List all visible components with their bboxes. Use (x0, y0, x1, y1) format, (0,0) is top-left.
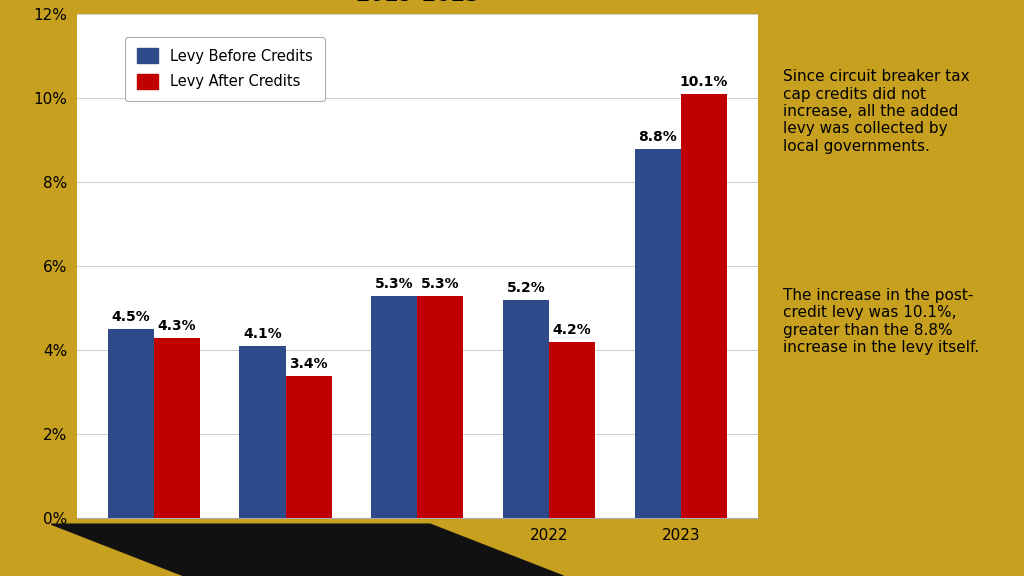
Text: 4.3%: 4.3% (158, 319, 197, 333)
Text: 10.1%: 10.1% (680, 75, 728, 89)
Text: 5.2%: 5.2% (507, 281, 546, 295)
Bar (240, 346, 286, 518)
Text: 8.8%: 8.8% (638, 130, 677, 144)
Bar (635, 149, 681, 518)
Bar (371, 296, 418, 518)
Bar (549, 342, 595, 518)
Text: 4.2%: 4.2% (553, 323, 592, 337)
Text: Since circuit breaker tax
cap credits did not
increase, all the added
levy was c: Since circuit breaker tax cap credits di… (783, 69, 970, 154)
Text: 5.3%: 5.3% (375, 276, 414, 291)
Bar (418, 296, 464, 518)
Title: Levy Growth Before and After Tax Cap Credits,
2019-2023: Levy Growth Before and After Tax Cap Cre… (142, 0, 692, 5)
Text: 4.1%: 4.1% (243, 327, 282, 341)
Bar (154, 338, 200, 518)
Text: 5.3%: 5.3% (421, 276, 460, 291)
Legend: Levy Before Credits, Levy After Credits: Levy Before Credits, Levy After Credits (125, 37, 325, 101)
Text: 3.4%: 3.4% (290, 357, 328, 370)
Bar (681, 94, 727, 518)
Text: The increase in the post-
credit levy was 10.1%,
greater than the 8.8%
increase : The increase in the post- credit levy wa… (783, 288, 980, 355)
Text: 4.5%: 4.5% (112, 310, 151, 324)
Bar (503, 300, 549, 518)
Bar (108, 329, 154, 518)
Bar (286, 376, 332, 518)
